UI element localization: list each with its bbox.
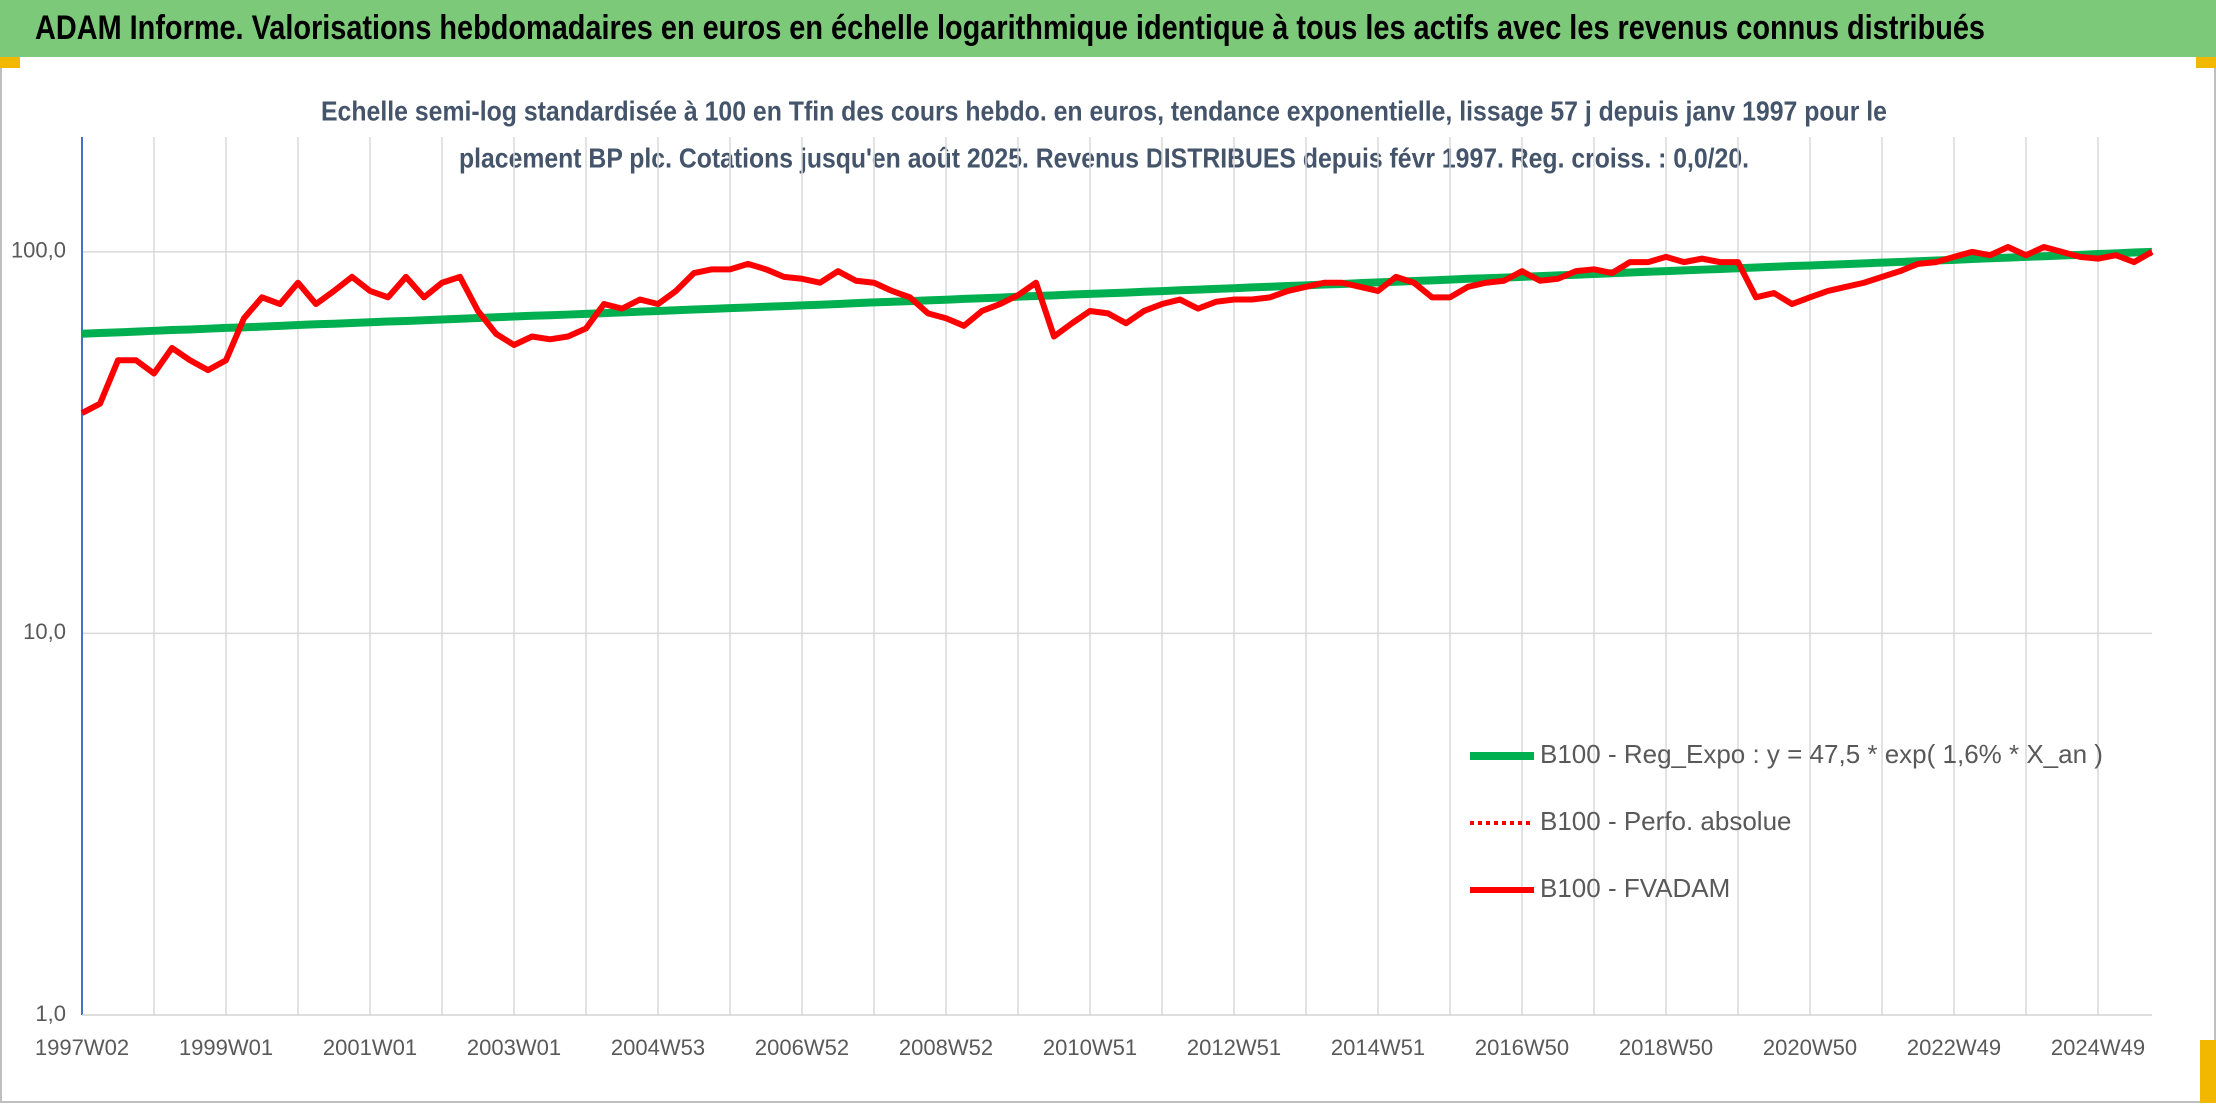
series-line (81, 247, 2153, 338)
corner-mark (0, 57, 20, 68)
chart-title: placement BP plc. Cotations jusqu'en aoû… (459, 142, 1749, 173)
x-tick-label: 2012W51 (1187, 1035, 1281, 1060)
x-tick-label: 2008W52 (899, 1035, 993, 1060)
legend-label: B100 - Reg_Expo : y = 47,5 * exp( 1,6% *… (1540, 739, 2103, 769)
chart-title: Echelle semi-log standardisée à 100 en T… (321, 95, 1887, 126)
x-tick-label: 1997W02 (35, 1035, 129, 1060)
corner-mark (2196, 57, 2216, 68)
x-tick-label: 2018W50 (1619, 1035, 1713, 1060)
x-tick-label: 2014W51 (1331, 1035, 1425, 1060)
x-tick-label: 2020W50 (1763, 1035, 1857, 1060)
legend-label: B100 - FVADAM (1540, 873, 1730, 903)
x-tick-label: 2001W01 (323, 1035, 417, 1060)
x-tick-label: 2024W49 (2051, 1035, 2145, 1060)
corner-mark (2200, 1040, 2216, 1103)
x-tick-label: 2004W53 (611, 1035, 705, 1060)
header-bar (0, 0, 2216, 57)
x-tick-label: 2010W51 (1043, 1035, 1137, 1060)
y-tick-label: 1,0 (35, 1001, 66, 1026)
x-tick-label: 2003W01 (467, 1035, 561, 1060)
y-tick-label: 10,0 (23, 619, 66, 644)
x-tick-label: 2006W52 (755, 1035, 849, 1060)
header-title: ADAM Informe. Valorisations hebdomadaire… (35, 9, 1985, 47)
y-tick-label: 100,0 (11, 238, 66, 263)
series-line (80, 243, 2154, 416)
x-tick-label: 2016W50 (1475, 1035, 1569, 1060)
legend-label: B100 - Perfo. absolue (1540, 806, 1792, 836)
x-tick-label: 2022W49 (1907, 1035, 2001, 1060)
x-tick-label: 1999W01 (179, 1035, 273, 1060)
